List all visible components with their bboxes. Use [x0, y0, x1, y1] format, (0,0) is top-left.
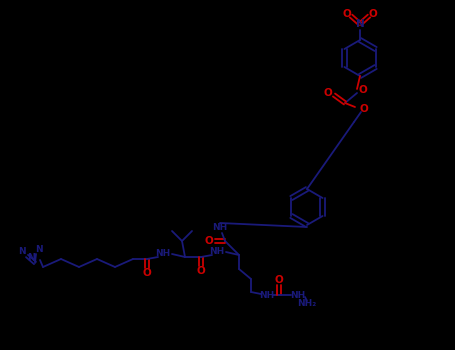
Text: NH: NH: [290, 290, 306, 300]
Text: NH₂: NH₂: [298, 299, 317, 308]
Text: NH: NH: [209, 247, 225, 257]
Text: NH: NH: [155, 250, 171, 259]
Text: O: O: [205, 236, 213, 246]
Text: O: O: [142, 268, 152, 278]
Text: N: N: [18, 247, 26, 257]
Text: O: O: [359, 85, 367, 95]
Text: N: N: [35, 245, 43, 254]
Text: N: N: [27, 253, 35, 263]
Text: O: O: [343, 9, 351, 19]
Text: N: N: [356, 19, 364, 29]
Text: O: O: [197, 266, 205, 276]
Text: O: O: [359, 104, 369, 114]
Text: O: O: [324, 88, 332, 98]
Text: NH: NH: [259, 290, 275, 300]
Text: NH: NH: [212, 224, 228, 232]
Text: O: O: [275, 275, 283, 285]
Text: O: O: [369, 9, 377, 19]
